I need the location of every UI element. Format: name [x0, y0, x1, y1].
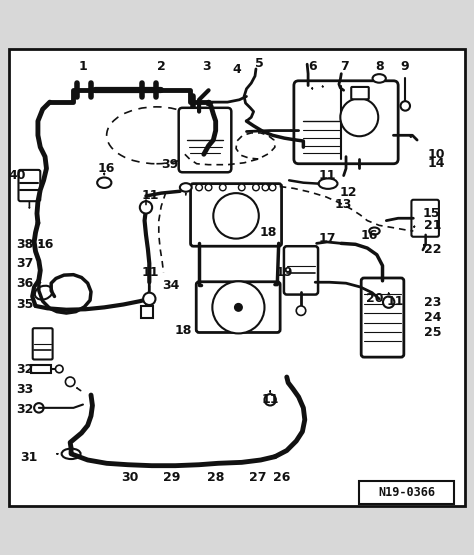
Text: 13: 13 — [335, 198, 352, 210]
FancyBboxPatch shape — [284, 246, 318, 295]
Text: 29: 29 — [163, 471, 180, 484]
Text: 32: 32 — [16, 364, 33, 376]
Text: 16: 16 — [98, 162, 115, 175]
Text: 39: 39 — [161, 158, 178, 171]
Circle shape — [34, 403, 44, 412]
Ellipse shape — [35, 286, 52, 300]
Text: 10: 10 — [428, 148, 445, 161]
Text: 36: 36 — [16, 277, 33, 290]
Circle shape — [235, 304, 242, 311]
Ellipse shape — [319, 179, 337, 189]
Text: 12: 12 — [340, 186, 357, 199]
Text: 4: 4 — [233, 63, 241, 77]
Ellipse shape — [373, 74, 386, 83]
Circle shape — [296, 306, 306, 315]
Text: 37: 37 — [16, 257, 33, 270]
Text: 15: 15 — [423, 207, 440, 220]
Text: 33: 33 — [16, 384, 33, 396]
Text: 8: 8 — [375, 60, 383, 73]
Text: 35: 35 — [16, 298, 33, 311]
Text: 31: 31 — [20, 451, 37, 464]
Text: 3: 3 — [202, 60, 210, 73]
FancyBboxPatch shape — [33, 328, 53, 360]
Circle shape — [65, 377, 75, 386]
Circle shape — [205, 184, 212, 191]
FancyBboxPatch shape — [179, 108, 231, 172]
Circle shape — [262, 184, 269, 191]
Bar — [31, 365, 51, 374]
Text: 40: 40 — [9, 169, 26, 182]
Text: 11: 11 — [262, 393, 279, 406]
Circle shape — [253, 184, 259, 191]
Text: 18: 18 — [175, 324, 192, 337]
Text: N19-0366: N19-0366 — [378, 486, 435, 499]
Text: 9: 9 — [401, 60, 409, 73]
Text: 25: 25 — [424, 326, 441, 340]
Circle shape — [264, 394, 276, 406]
Text: 22: 22 — [424, 243, 441, 255]
Ellipse shape — [180, 183, 192, 191]
Text: 5: 5 — [255, 57, 264, 70]
Text: 2: 2 — [157, 60, 165, 73]
Text: 34: 34 — [162, 279, 179, 291]
Text: 18: 18 — [259, 226, 276, 239]
Text: 7: 7 — [340, 60, 348, 73]
Circle shape — [401, 101, 410, 110]
Text: 1: 1 — [79, 60, 87, 73]
Text: 24: 24 — [424, 311, 441, 324]
Text: 32: 32 — [16, 403, 33, 416]
Circle shape — [340, 98, 378, 136]
Text: 23: 23 — [424, 296, 441, 309]
FancyBboxPatch shape — [294, 81, 398, 164]
Circle shape — [238, 184, 245, 191]
FancyBboxPatch shape — [196, 282, 280, 332]
Text: 20: 20 — [366, 292, 383, 305]
FancyBboxPatch shape — [361, 278, 404, 357]
Circle shape — [212, 281, 264, 334]
Text: 21: 21 — [424, 219, 441, 232]
Ellipse shape — [97, 178, 111, 188]
Circle shape — [213, 193, 259, 239]
Circle shape — [196, 184, 202, 191]
Circle shape — [383, 296, 394, 308]
Text: 11: 11 — [142, 189, 159, 203]
Text: 28: 28 — [207, 471, 224, 484]
Text: 11: 11 — [319, 169, 336, 182]
FancyBboxPatch shape — [411, 200, 439, 237]
Text: 14: 14 — [428, 157, 445, 170]
Ellipse shape — [369, 228, 380, 235]
Text: 30: 30 — [122, 471, 139, 484]
FancyBboxPatch shape — [18, 170, 40, 201]
Text: 16: 16 — [361, 229, 378, 243]
Text: 27: 27 — [249, 471, 266, 484]
Bar — [141, 306, 153, 318]
Text: 19: 19 — [276, 266, 293, 279]
Circle shape — [143, 292, 155, 305]
Text: 11: 11 — [142, 266, 159, 279]
Ellipse shape — [62, 448, 81, 459]
Bar — [359, 481, 454, 504]
Circle shape — [219, 184, 226, 191]
Text: 26: 26 — [273, 471, 291, 484]
Circle shape — [55, 365, 63, 373]
Text: 38: 38 — [16, 238, 33, 251]
Text: 6: 6 — [309, 60, 317, 73]
Circle shape — [269, 184, 276, 191]
FancyBboxPatch shape — [191, 184, 282, 246]
Text: 17: 17 — [319, 231, 336, 245]
Text: 16: 16 — [36, 238, 54, 251]
FancyBboxPatch shape — [351, 87, 369, 99]
Circle shape — [140, 201, 152, 214]
Text: 11: 11 — [386, 295, 403, 307]
